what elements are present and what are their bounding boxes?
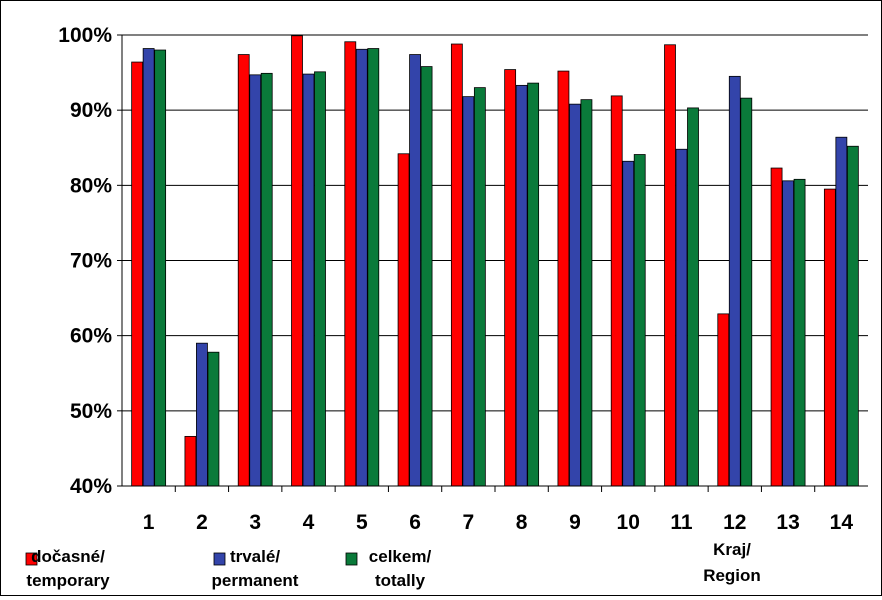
bar-totally-11 [687, 107, 699, 487]
x-tick-label: 14 [830, 511, 854, 534]
bar-totally-6 [420, 66, 433, 487]
y-tick-label: 70% [70, 250, 112, 273]
legend: dočasné/temporary trvalé/permanent celkem/… [25, 547, 432, 590]
bar-temporary-9 [557, 70, 570, 487]
x-tick-label: 1 [143, 511, 155, 534]
bar-permanent-6 [409, 54, 421, 487]
y-tick-label: 60% [70, 325, 112, 348]
y-tick-label: 100% [58, 24, 112, 47]
y-tick-label: 90% [70, 99, 112, 122]
x-axis-title: Kraj/ Region [703, 540, 761, 585]
bar-totally-7 [473, 87, 486, 487]
bar-temporary-4 [291, 35, 303, 487]
bar-totally-8 [527, 82, 540, 487]
bar-permanent-2 [196, 342, 208, 487]
legend-swatch-totally [345, 552, 358, 566]
y-tick-labels: 40% 50% 60% 70% 80% 90% 100% [58, 24, 112, 498]
x-tick-label: 11 [670, 511, 693, 534]
x-tick-label: 3 [249, 511, 261, 534]
legend-swatch-temporary [25, 552, 38, 566]
x-tick-label: 2 [196, 511, 208, 534]
legend-swatch-permanent [213, 552, 226, 566]
bar-permanent-3 [249, 74, 262, 487]
bar-totally-2 [207, 351, 220, 487]
bar-permanent-8 [515, 84, 528, 487]
x-tick-label: 5 [356, 511, 368, 534]
y-tick-label: 50% [70, 400, 112, 423]
bar-totally-13 [793, 178, 806, 487]
x-tick-label: 10 [617, 511, 640, 534]
bar-totally-9 [580, 99, 593, 487]
bar-temporary-1 [131, 61, 144, 487]
x-tick-labels: 1 2 3 4 5 6 7 8 9 10 11 12 13 14 [143, 486, 854, 534]
bar-temporary-7 [450, 43, 463, 487]
bar-permanent-11 [675, 148, 688, 487]
x-tick-label: 8 [516, 511, 528, 534]
x-axis-title-line1: Kraj/ [713, 540, 751, 559]
bar-permanent-13 [782, 180, 794, 487]
bar-permanent-5 [355, 48, 368, 487]
bar-temporary-6 [397, 153, 410, 487]
legend-label-temporary-line1: dočasné/ [31, 547, 105, 566]
bar-temporary-3 [237, 54, 250, 487]
y-tick-label: 80% [70, 174, 112, 197]
bar-temporary-5 [344, 41, 357, 487]
bar-permanent-4 [302, 73, 315, 487]
legend-label-permanent-line2: permanent [212, 571, 299, 590]
x-axis-title-line2: Region [703, 566, 761, 585]
bar-permanent-14 [835, 136, 848, 487]
bar-temporary-14 [823, 188, 836, 487]
bar-totally-1 [154, 49, 167, 487]
bar-temporary-12 [717, 313, 730, 487]
bar-permanent-9 [569, 103, 581, 487]
bar-totally-3 [260, 72, 273, 487]
legend-label-totally-line2: totally [375, 571, 426, 590]
x-tick-label: 4 [303, 511, 315, 534]
bar-permanent-1 [142, 48, 155, 487]
legend-label-permanent-line1: trvalé/ [230, 547, 280, 566]
bar-temporary-11 [664, 44, 676, 487]
bar-totally-4 [314, 71, 326, 487]
x-tick-label: 7 [463, 511, 475, 534]
bar-permanent-7 [462, 96, 475, 487]
bar-totally-14 [846, 145, 859, 487]
bar-permanent-10 [622, 160, 635, 487]
bar-totally-5 [367, 48, 380, 487]
legend-label-temporary-line2: temporary [26, 571, 110, 590]
x-tick-label: 12 [723, 511, 746, 534]
bar-temporary-8 [504, 69, 517, 487]
bar-temporary-2 [184, 435, 197, 487]
bar-temporary-13 [770, 167, 783, 487]
y-tick-label: 40% [70, 475, 112, 498]
legend-label-totally-line1: celkem/ [369, 547, 432, 566]
x-tick-label: 6 [409, 511, 421, 534]
bar-temporary-10 [610, 95, 623, 487]
bar-totally-10 [633, 154, 646, 487]
bar-totally-12 [740, 97, 753, 487]
bar-permanent-12 [728, 75, 741, 487]
bars [131, 35, 859, 487]
x-tick-label: 9 [569, 511, 581, 534]
x-tick-label: 13 [776, 511, 799, 534]
